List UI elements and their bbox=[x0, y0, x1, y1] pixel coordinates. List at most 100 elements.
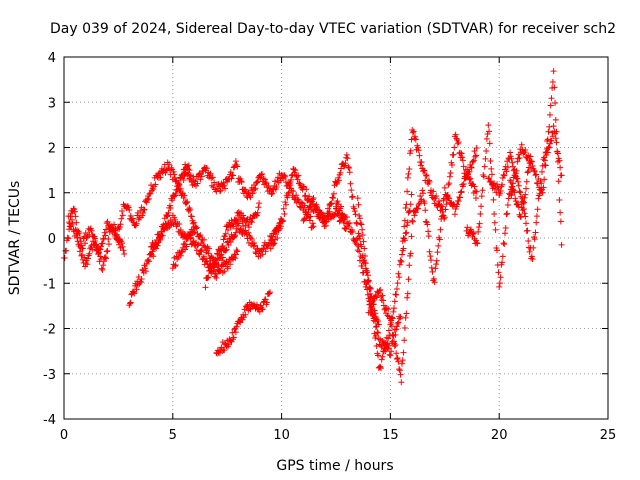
data-point bbox=[330, 190, 337, 197]
data-point bbox=[531, 236, 538, 243]
data-point bbox=[546, 111, 553, 118]
data-point bbox=[400, 349, 407, 356]
grid bbox=[64, 57, 608, 419]
data-point bbox=[354, 241, 361, 248]
data-point bbox=[84, 255, 91, 262]
data-point bbox=[483, 148, 490, 155]
data-point bbox=[82, 240, 89, 247]
data-point bbox=[259, 170, 266, 177]
data-point bbox=[127, 299, 134, 306]
data-point bbox=[127, 300, 134, 307]
data-point bbox=[364, 268, 371, 275]
data-point bbox=[148, 251, 155, 258]
data-point bbox=[104, 218, 111, 225]
data-point bbox=[224, 227, 231, 234]
data-point bbox=[380, 297, 387, 304]
data-point bbox=[279, 218, 286, 225]
data-point bbox=[300, 217, 307, 224]
data-point bbox=[330, 195, 337, 202]
data-point bbox=[553, 128, 560, 135]
data-point bbox=[183, 243, 190, 250]
data-point bbox=[509, 183, 516, 190]
data-point bbox=[300, 183, 307, 190]
data-point bbox=[438, 203, 445, 210]
data-point bbox=[337, 217, 344, 224]
data-point bbox=[155, 170, 162, 177]
y-tick-label: 4 bbox=[48, 51, 56, 66]
data-point bbox=[166, 222, 173, 229]
data-point bbox=[367, 294, 374, 301]
data-point bbox=[312, 203, 319, 210]
data-point bbox=[134, 281, 141, 288]
data-point bbox=[73, 230, 80, 237]
data-point bbox=[294, 176, 301, 183]
data-point bbox=[356, 235, 363, 242]
series-track-08 bbox=[202, 200, 263, 291]
data-point bbox=[219, 257, 226, 264]
data-point bbox=[383, 334, 390, 341]
data-point bbox=[457, 194, 464, 201]
data-point bbox=[401, 337, 408, 344]
data-point bbox=[194, 242, 201, 249]
data-point bbox=[317, 209, 324, 216]
data-point bbox=[383, 346, 390, 353]
data-point bbox=[177, 252, 184, 259]
data-point bbox=[105, 236, 112, 243]
data-point bbox=[254, 209, 261, 216]
data-point bbox=[225, 341, 232, 348]
data-point bbox=[76, 248, 83, 255]
data-point bbox=[541, 161, 548, 168]
data-point bbox=[396, 367, 403, 374]
data-point bbox=[211, 263, 218, 270]
data-point bbox=[208, 268, 215, 275]
data-point bbox=[281, 172, 288, 179]
data-point bbox=[104, 247, 111, 254]
data-point bbox=[88, 227, 95, 234]
data-point bbox=[166, 161, 173, 168]
data-point bbox=[285, 189, 292, 196]
data-point bbox=[242, 311, 249, 318]
data-point bbox=[247, 194, 254, 201]
data-point bbox=[76, 229, 83, 236]
data-point bbox=[522, 213, 529, 220]
data-point bbox=[369, 306, 376, 313]
data-point bbox=[365, 309, 372, 316]
series-track-13 bbox=[333, 198, 404, 359]
data-point bbox=[232, 229, 239, 236]
data-point bbox=[373, 323, 380, 330]
data-point bbox=[425, 228, 432, 235]
data-point bbox=[267, 245, 274, 252]
data-point bbox=[471, 183, 478, 190]
data-point bbox=[356, 233, 363, 240]
data-point bbox=[391, 343, 398, 350]
data-point bbox=[314, 203, 321, 210]
data-point bbox=[523, 220, 530, 227]
data-point bbox=[504, 202, 511, 209]
data-point bbox=[425, 177, 432, 184]
data-point bbox=[556, 197, 563, 204]
data-point bbox=[390, 332, 397, 339]
data-point bbox=[542, 162, 549, 169]
data-point bbox=[534, 206, 541, 213]
data-point bbox=[121, 250, 128, 257]
data-point bbox=[356, 215, 363, 222]
data-point bbox=[500, 240, 507, 247]
data-point bbox=[516, 188, 523, 195]
data-point bbox=[419, 187, 426, 194]
data-point bbox=[208, 254, 215, 261]
data-point bbox=[401, 324, 408, 331]
data-point bbox=[359, 262, 366, 269]
data-point bbox=[401, 217, 408, 224]
data-point bbox=[424, 221, 431, 228]
data-point bbox=[515, 182, 522, 189]
data-point bbox=[400, 245, 407, 252]
data-point bbox=[435, 242, 442, 249]
data-point bbox=[150, 186, 157, 193]
data-point bbox=[298, 199, 305, 206]
data-point bbox=[470, 157, 477, 164]
data-point bbox=[346, 223, 353, 230]
data-point bbox=[449, 162, 456, 169]
data-point bbox=[546, 140, 553, 147]
data-point bbox=[500, 171, 507, 178]
data-point bbox=[245, 224, 252, 231]
